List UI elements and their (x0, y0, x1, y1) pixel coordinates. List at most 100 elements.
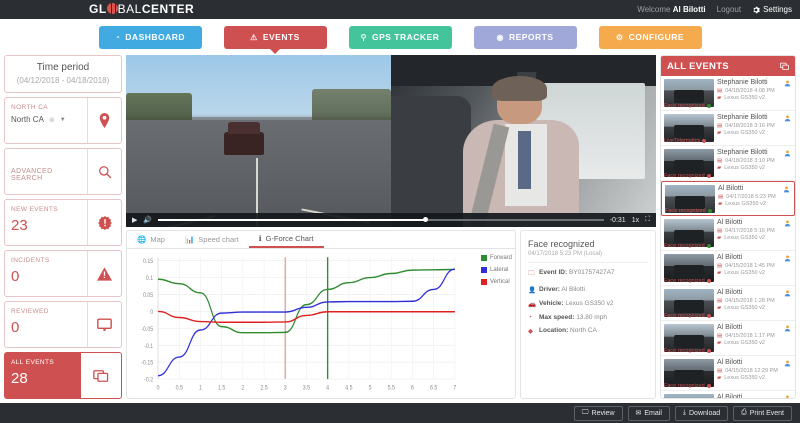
event-list-item[interactable]: Al Bilotti ▤ 04/17/2018 5:16 PM ▰ Lexus GS35… (661, 216, 795, 251)
event-list-item[interactable]: Stephanie Bilotti ▤ 04/18/2018 3:10 PM ▰ Lex… (661, 146, 795, 181)
car-icon: 🚗 (528, 301, 537, 308)
nav-tab-dashboard[interactable]: ◔ DASHBOARD (98, 25, 202, 49)
event-list-item[interactable]: Al Bilotti ▤ 04/15/2018 12:29 PM ▰ Lexus GS3… (661, 356, 795, 391)
event-list-item[interactable]: Stephanie Bilotti ▤ 04/18/2018 4:08 PM ▰ Lex… (661, 76, 795, 111)
logout-link[interactable]: Logout (716, 5, 742, 14)
g-force-plot[interactable]: 0.15 0.1 0.05 0 -0.05 -0.1 -0.15 -0.2 0 0.5 1 1.5 2 2… (127, 249, 515, 398)
nav-tab-gps-tracker[interactable]: ⚲ GPS TRACKER (348, 25, 452, 49)
nav-label-configure: CONFIGURE (628, 32, 685, 42)
event-thumbnail[interactable] (664, 149, 714, 177)
event-thumbnail[interactable] (665, 185, 715, 213)
car-icon: ▰ (717, 130, 722, 136)
detail-row: 👤 Driver: Al Bilotti (528, 286, 648, 294)
print-event-button[interactable]: ⎙ Print Event (733, 405, 792, 421)
svg-text:4: 4 (326, 385, 330, 392)
event-time: 04/15/2018 1:45 PM (725, 262, 775, 269)
player-controls[interactable]: ▶ 🔊 -0:31 1x ⛶ (126, 213, 656, 227)
nav-tab-events[interactable]: ⚠ EVENTS (223, 25, 327, 54)
search-icon[interactable] (88, 149, 121, 194)
event-list-item[interactable]: Stephanie Bilotti ▤ 04/18/2018 3:16 PM ▰ Lex… (661, 111, 795, 146)
all-events-list[interactable]: Stephanie Bilotti ▤ 04/18/2018 4:08 PM ▰ Lex… (661, 76, 795, 398)
event-vehicle: Lexus GS350 v2 (724, 235, 765, 241)
playback-speed[interactable]: 1x (631, 216, 640, 224)
event-thumbnail[interactable] (664, 219, 714, 247)
seek-bar[interactable] (158, 217, 604, 222)
review-button[interactable]: 🖵 Review (573, 405, 623, 421)
stat-card-reviewed[interactable]: REVIEWED 0 (4, 301, 122, 348)
svg-text:3: 3 (284, 385, 287, 392)
svg-text:0.05: 0.05 (143, 293, 153, 300)
chevron-down-icon[interactable]: ▼ (59, 116, 66, 123)
tab-map[interactable]: 🌐 Map (127, 231, 175, 248)
car-icon: ▰ (717, 340, 722, 346)
map-icon: 🌐 (137, 235, 147, 244)
event-time: 04/17/2018 5:16 PM (725, 227, 775, 234)
clear-icon[interactable]: ⊗ (48, 116, 55, 124)
event-thumbnail[interactable] (664, 324, 714, 352)
detail-timestamp: 04/17/2018 5:23 PM (Local) (528, 251, 648, 263)
video-road-view[interactable] (126, 55, 391, 227)
event-status-dot (706, 314, 711, 318)
settings-link[interactable]: Settings (752, 5, 792, 14)
legend-item-forward[interactable]: Forward (480, 255, 512, 261)
event-status-dot (706, 279, 711, 283)
nav-label-gps: GPS TRACKER (371, 32, 440, 42)
email-button[interactable]: ✉ Email (627, 405, 670, 421)
video-player[interactable]: ▶ 🔊 -0:31 1x ⛶ (126, 55, 656, 227)
tab-speed-chart[interactable]: 📊 Speed chart (175, 231, 249, 248)
play-icon[interactable]: ▶ (132, 217, 138, 224)
event-list-item[interactable]: Al Bilotti ▤ 04/17/2018 5:23 PM ▰ Lexus GS35… (661, 181, 795, 216)
event-list-item[interactable]: Al Bilotti▤04/15/2018 11:17 AM▰Lexus GS3… (661, 391, 795, 398)
nav-tab-reports[interactable]: ◉ REPORTS (473, 25, 577, 49)
nav-tab-configure[interactable]: ⚙ CONFIGURE (598, 25, 702, 49)
stat-card-incidents[interactable]: INCIDENTS 0 (4, 250, 122, 297)
tab-g-force-chart[interactable]: ℹ G-Force Chart (248, 231, 324, 248)
event-time: 04/18/2018 4:08 PM (725, 87, 775, 94)
stat-value-all-events: 28 (11, 370, 28, 387)
video-cabin-view[interactable] (391, 55, 656, 227)
time-period-box[interactable]: Time period (04/12/2018 - 04/18/2018) (4, 55, 122, 93)
legend-item-lateral[interactable]: Lateral (480, 267, 512, 273)
event-status-dot (706, 384, 711, 388)
event-list-item[interactable]: Al Bilotti ▤ 04/15/2018 1:28 PM ▰ Lexus GS35… (661, 286, 795, 321)
region-filter-value: North CA (11, 115, 44, 124)
calendar-icon: ▤ (717, 157, 723, 164)
event-thumbnail[interactable] (664, 394, 714, 398)
event-list-item[interactable]: Al Bilotti ▤ 04/15/2018 1:45 PM ▰ Lexus GS35… (661, 251, 795, 286)
fullscreen-icon[interactable]: ⛶ (645, 216, 650, 223)
layers-icon[interactable] (780, 62, 789, 71)
event-thumbnail[interactable] (664, 114, 714, 142)
calendar-icon: ▤ (717, 297, 723, 304)
event-info: Al Bilotti ▤ 04/15/2018 1:45 PM ▰ Lexus GS35… (717, 254, 792, 282)
download-button[interactable]: ⤓ Download (674, 405, 729, 421)
stat-card-new-events[interactable]: NEW EVENTS 23 (4, 199, 122, 246)
bar-chart-icon: 📊 (184, 235, 195, 244)
event-thumbnail[interactable] (664, 79, 714, 107)
event-list-item[interactable]: Al Bilotti ▤ 04/15/2018 1:17 PM ▰ Lexus GS35… (661, 321, 795, 356)
horizon-line (126, 116, 391, 122)
legend-item-vertical[interactable]: Vertical (480, 279, 512, 285)
sliders-icon: ⚙ (615, 32, 624, 42)
svg-text:-0.1: -0.1 (144, 343, 153, 350)
legend-label-vertical: Vertical (489, 279, 510, 285)
event-info: Al Bilotti▤04/15/2018 11:17 AM▰Lexus GS3… (717, 394, 792, 398)
chart-legend: Forward Lateral Vertical (480, 255, 512, 285)
event-vehicle-row: ▰ Lexus GS350 v2 (717, 235, 792, 241)
map-pin-icon[interactable] (88, 98, 121, 143)
event-thumbnail[interactable] (664, 359, 714, 387)
stat-card-all-events[interactable]: ALL EVENTS 28 (4, 352, 122, 399)
volume-icon[interactable]: 🔊 (143, 217, 153, 224)
event-status-dot (707, 209, 712, 213)
region-filter-label: NORTH CA (11, 104, 49, 111)
seek-handle[interactable] (423, 217, 429, 222)
calendar-icon: ▤ (718, 193, 724, 200)
event-info: Al Bilotti ▤ 04/15/2018 1:17 PM ▰ Lexus GS35… (717, 324, 792, 352)
monitor-icon: 🖵 (581, 409, 589, 416)
event-thumbnail[interactable] (664, 289, 714, 317)
event-thumbnail[interactable] (664, 254, 714, 282)
advanced-search-card[interactable]: ADVANCED SEARCH (4, 148, 122, 195)
app-logo[interactable]: GL BALCENTER (89, 2, 194, 16)
region-filter-card[interactable]: NORTH CA North CA ⊗ ▼ (4, 97, 122, 144)
driver-hair (491, 75, 548, 102)
event-tag: Face recognized (664, 313, 711, 319)
